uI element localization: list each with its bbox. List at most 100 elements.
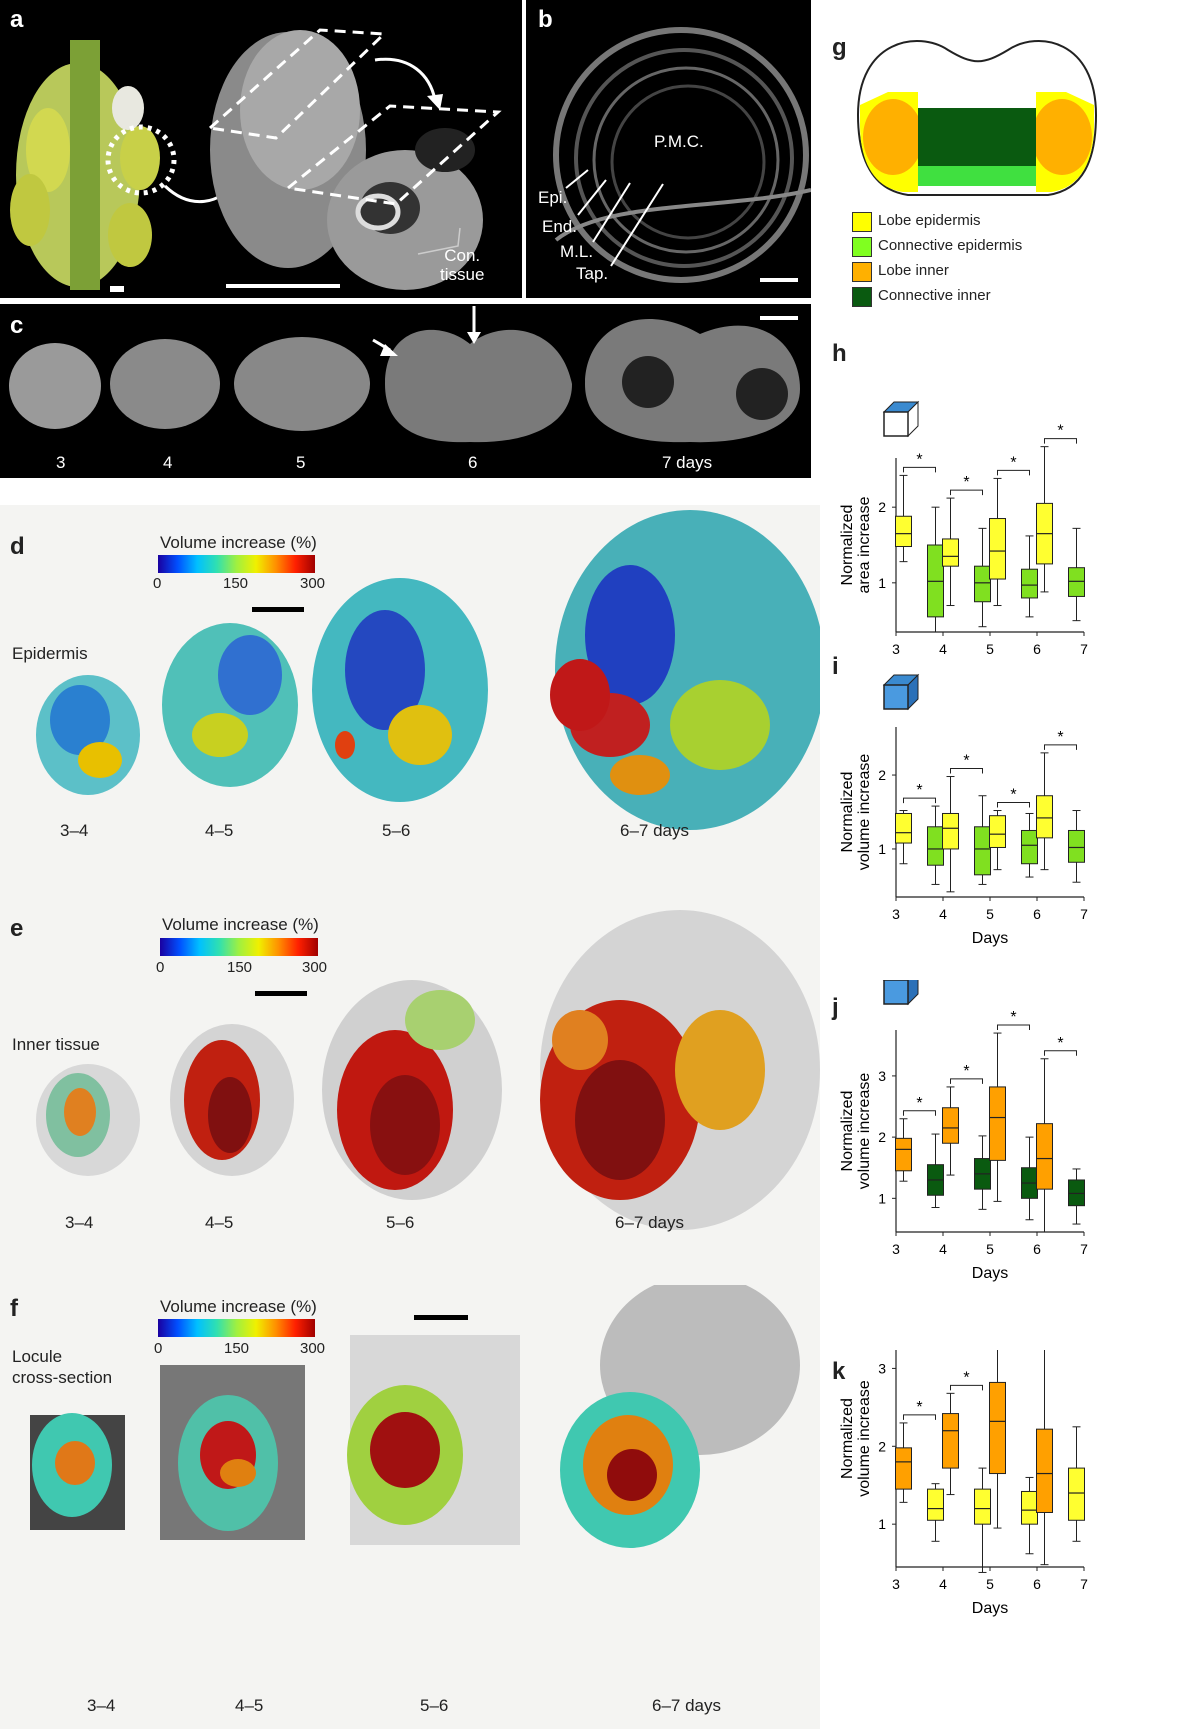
box (1068, 1179, 1085, 1207)
box-group2-series2 (974, 1467, 991, 1573)
panel-b-label: b (538, 6, 553, 33)
panel-c: c 3 4 5 6 7 days (0, 304, 811, 478)
legend-swatch-connective-inner (852, 287, 872, 307)
significance-bracket (997, 802, 1030, 808)
box-group1-series1 (895, 1422, 912, 1503)
panel-a: a Con. tissue (0, 0, 522, 298)
y-tick-label: 1 (878, 841, 886, 857)
x-tick-label: 6 (1033, 1241, 1041, 1257)
d-colorbar-title: Volume increase (%) (160, 533, 317, 552)
box-group3-series1 (989, 810, 1006, 871)
box (895, 1447, 912, 1490)
x-tick-label: 3 (892, 1576, 900, 1592)
e-colorbar-tick-0: 0 (156, 959, 165, 976)
d-day-6-7: 6–7 days (620, 821, 689, 840)
cube-icon (882, 673, 920, 711)
box (895, 812, 912, 844)
f-row-label-2: cross-section (12, 1368, 113, 1387)
significance-star: * (1010, 454, 1016, 471)
d-scale-bar (252, 607, 304, 612)
x-axis-label: Days (972, 1265, 1008, 1282)
x-tick-label: 7 (1080, 906, 1088, 922)
x-tick-label: 7 (1080, 641, 1088, 657)
box (1036, 795, 1053, 839)
significance-star: * (963, 753, 969, 770)
y-tick-label: 3 (878, 1068, 886, 1084)
significance-bracket (997, 1024, 1030, 1031)
y-axis-label-2: area increase (856, 496, 873, 593)
c-day-6: 6 (468, 453, 478, 472)
chart-j: 1 2 3 3 4 5 6 7 Days Normalized volume increase * * *… (839, 980, 1088, 1282)
x-tick-label: 4 (939, 1576, 947, 1592)
y-tick-label: 1 (878, 575, 886, 591)
box-group2-series2 (974, 527, 991, 628)
tap-label: Tap. (576, 264, 609, 283)
panel-j: j 1 2 3 3 4 5 6 7 Days Normalized volume increase *… (822, 980, 1200, 1325)
legend-label-lobe-epidermis: Lobe epidermis (878, 212, 981, 229)
significance-bracket (1044, 744, 1077, 750)
f-day-4-5: 4–5 (235, 1696, 264, 1715)
panel-h-label: h (832, 340, 847, 367)
box (1021, 568, 1038, 599)
x-tick-label: 3 (892, 906, 900, 922)
significance-bracket (903, 466, 936, 473)
c-day-3: 3 (56, 453, 66, 472)
panel-d-illustration (36, 510, 825, 830)
legend-label-lobe-inner: Lobe inner (878, 262, 949, 279)
d-colorbar-tick-300: 300 (300, 575, 326, 592)
box (927, 1488, 944, 1521)
f-colorbar (158, 1319, 315, 1337)
x-tick-label: 3 (892, 641, 900, 657)
panel-j-label: j (832, 994, 839, 1021)
x-tick-label: 6 (1033, 1576, 1041, 1592)
d-day-3-4: 3–4 (60, 821, 89, 840)
x-tick-label: 5 (986, 641, 994, 657)
pmc-label: P.M.C. (654, 132, 704, 151)
box-group2-series1 (942, 1086, 959, 1176)
legend-swatch-lobe-inner (852, 262, 872, 282)
box (974, 1488, 991, 1525)
box (895, 515, 912, 548)
panel-e-label: e (10, 915, 24, 942)
f-row-label-1: Locule (12, 1347, 63, 1366)
box-group4-series1 (1036, 752, 1053, 871)
d-colorbar-tick-0: 0 (153, 575, 162, 592)
chart-i: 1 2 3 4 5 6 7 Days Normalized volume increase * * * * (839, 673, 1088, 947)
box (927, 826, 944, 866)
d-colorbar (158, 555, 315, 573)
significance-bracket (903, 1414, 936, 1420)
box-group1-series1 (895, 474, 912, 563)
box (1021, 829, 1038, 865)
box-group1-series2 (927, 506, 944, 633)
ml-label: M.L. (560, 242, 594, 261)
box-group4-series2 (1068, 1168, 1085, 1225)
box-group3-series2 (1021, 1136, 1038, 1221)
y-tick-label: 2 (878, 767, 886, 783)
box (1068, 567, 1085, 597)
box-group4-series2 (1068, 527, 1085, 622)
box-group2-series2 (974, 795, 991, 885)
panel-a-illustration (10, 28, 502, 292)
significance-bracket (950, 1384, 983, 1391)
box (1036, 1123, 1053, 1190)
box (942, 1107, 959, 1144)
c-day-5: 5 (296, 453, 306, 472)
box-group2-series2 (974, 1135, 991, 1210)
box-group2-series1 (942, 497, 959, 607)
box (942, 1413, 959, 1469)
d-day-4-5: 4–5 (205, 821, 234, 840)
y-axis-label-1: Normalized (839, 772, 856, 853)
y-axis-label-1: Normalized (839, 505, 856, 586)
panel-i: i 1 2 3 4 5 6 7 Days Normalized volume increase * *… (822, 650, 1200, 980)
box-group1-series2 (927, 805, 944, 885)
box (989, 815, 1006, 848)
box-group1-series2 (927, 1133, 944, 1209)
x-axis-label: Days (972, 930, 1008, 947)
cube-icon (882, 980, 919, 1006)
e-day-3-4: 3–4 (65, 1213, 94, 1232)
x-tick-label: 4 (939, 641, 947, 657)
panel-k-label: k (832, 1358, 846, 1385)
box-group4-series2 (1068, 1426, 1085, 1542)
box-group3-series1 (989, 1350, 1006, 1529)
significance-bracket (1044, 1050, 1077, 1056)
